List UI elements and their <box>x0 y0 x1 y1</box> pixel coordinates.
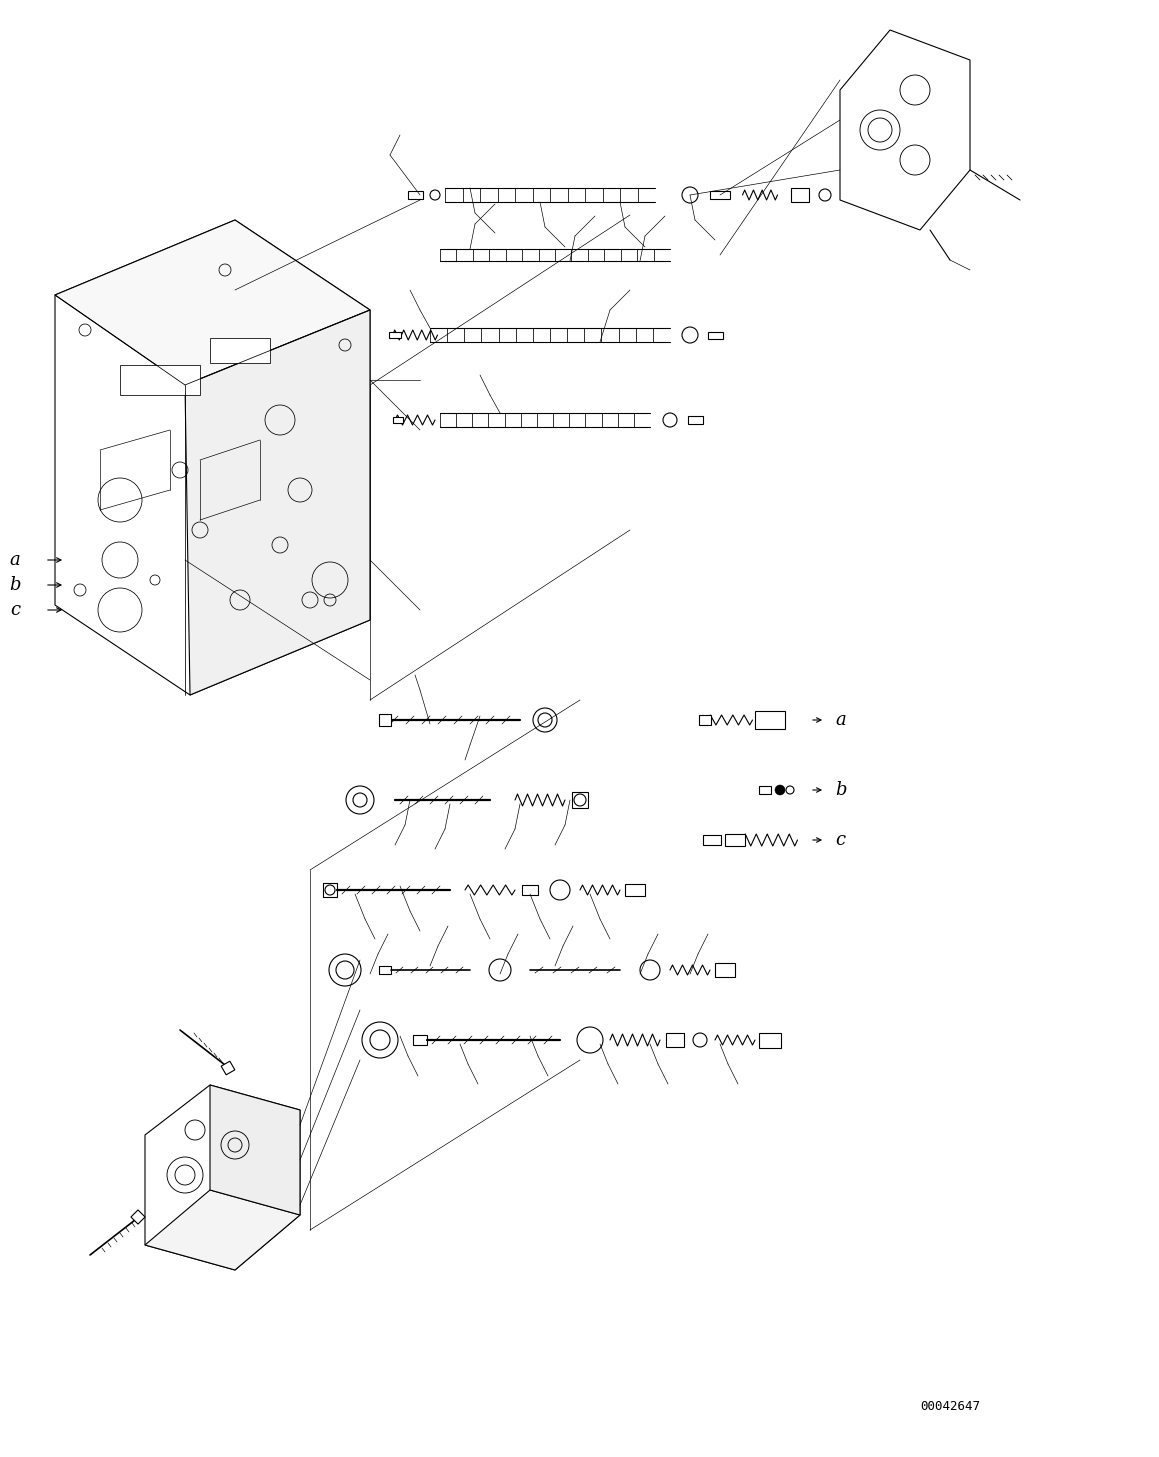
Polygon shape <box>210 1085 300 1215</box>
Bar <box>389 332 401 338</box>
Bar <box>379 966 391 973</box>
Bar <box>625 884 646 896</box>
Circle shape <box>775 785 785 796</box>
Text: b: b <box>9 576 21 594</box>
Bar <box>715 963 735 978</box>
Polygon shape <box>185 310 370 695</box>
Bar <box>221 1061 235 1075</box>
Bar <box>573 793 588 809</box>
Bar <box>687 417 702 424</box>
Text: a: a <box>834 711 846 728</box>
Bar <box>666 1033 684 1048</box>
Bar <box>759 785 771 794</box>
Polygon shape <box>145 1085 300 1271</box>
Bar <box>755 711 785 728</box>
Bar <box>408 191 423 200</box>
Bar <box>790 188 809 203</box>
Text: a: a <box>9 551 21 570</box>
Bar <box>522 884 538 895</box>
Bar <box>707 332 722 338</box>
Bar <box>379 714 391 726</box>
Bar <box>710 191 730 200</box>
Text: c: c <box>834 830 845 849</box>
Bar <box>131 1209 145 1224</box>
Text: 00042647: 00042647 <box>920 1400 981 1413</box>
Bar <box>323 883 337 898</box>
Polygon shape <box>145 1190 300 1271</box>
Polygon shape <box>54 220 370 385</box>
Polygon shape <box>54 220 370 695</box>
Bar <box>699 715 710 726</box>
Text: c: c <box>10 600 20 619</box>
Bar <box>726 833 745 847</box>
Text: b: b <box>834 781 846 798</box>
Bar <box>413 1034 427 1045</box>
Polygon shape <box>840 31 970 230</box>
Bar <box>210 338 270 363</box>
Bar <box>704 835 721 845</box>
Bar <box>759 1033 781 1048</box>
Bar <box>121 366 201 395</box>
Bar <box>393 417 403 423</box>
